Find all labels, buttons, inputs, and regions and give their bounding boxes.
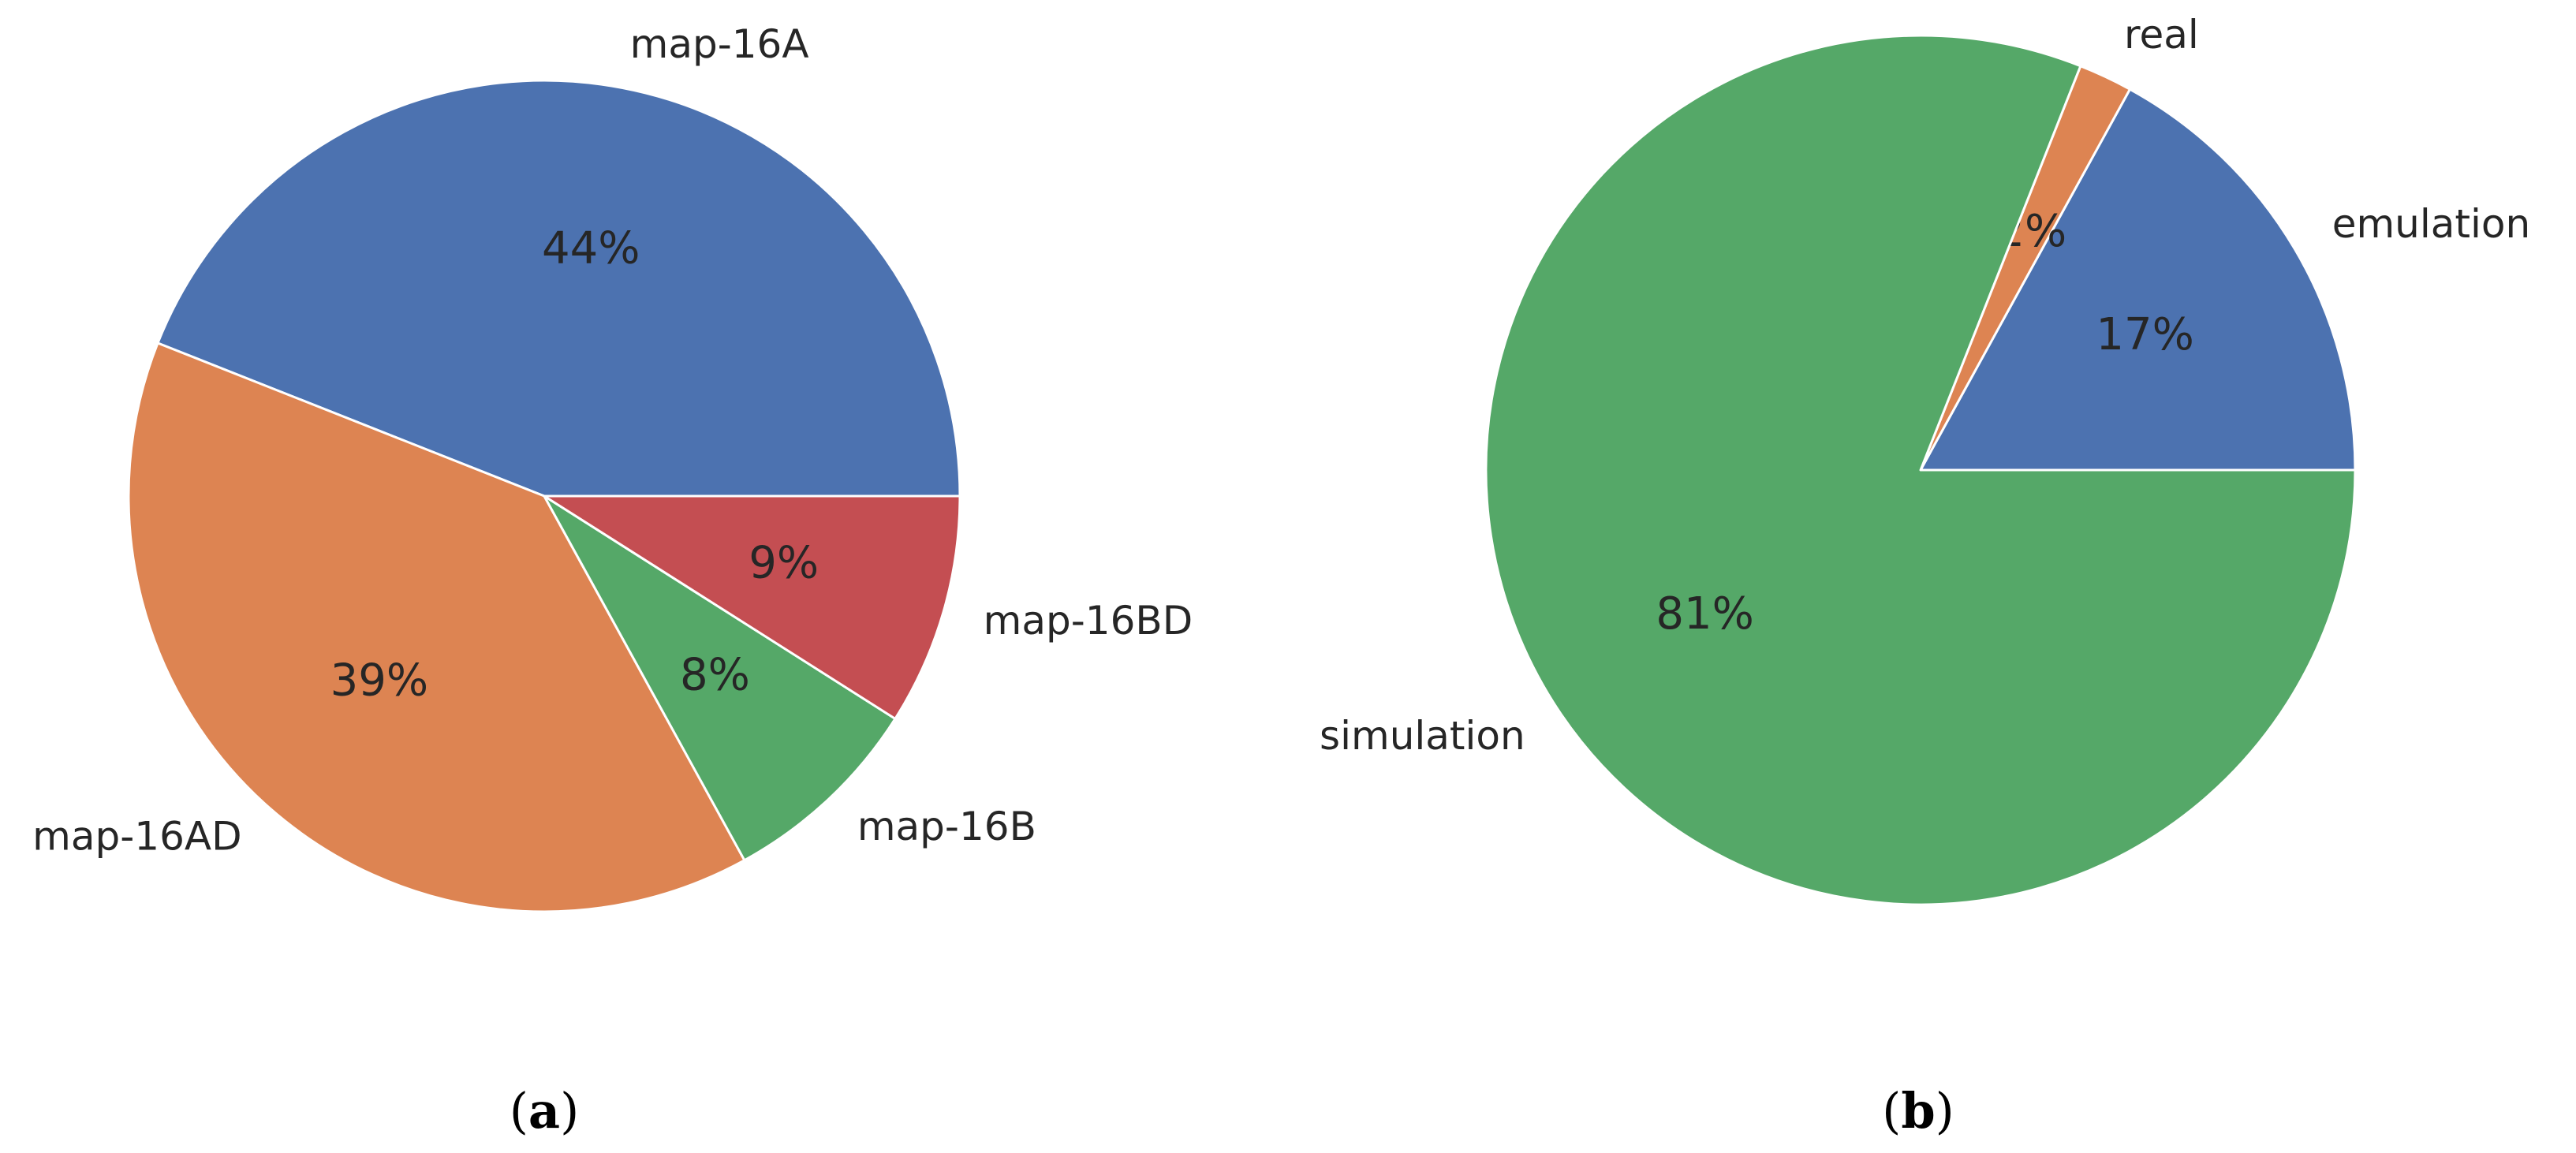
slice-label-real: real (2124, 12, 2199, 58)
pie-slice-simulation (1484, 34, 2357, 906)
slice-label-map-16A: map-16A (630, 21, 809, 67)
slice-label-map-16B: map-16B (857, 804, 1036, 849)
caption-a: (a) (510, 1082, 580, 1140)
slice-percent-map-16B: 8% (680, 650, 750, 701)
pie-slice-emulation (1919, 88, 2357, 472)
pie-slice-map-16B (543, 494, 897, 862)
slice-label-map-16BD: map-16BD (984, 598, 1193, 644)
pie-slice-map-16BD (543, 494, 961, 720)
slice-percent-map-16BD: 9% (749, 537, 819, 588)
pie-slice-map-16A (156, 79, 961, 498)
pie-slice-map-16AD (127, 341, 746, 913)
slice-percent-map-16A: 44% (542, 223, 640, 274)
slice-label-emulation: emulation (2332, 201, 2530, 247)
slice-percent-simulation: 81% (1656, 588, 1753, 640)
slice-percent-emulation: 17% (2096, 309, 2193, 360)
slice-percent-map-16AD: 39% (330, 655, 428, 706)
slice-label-simulation: simulation (1320, 713, 1525, 759)
caption-b: (b) (1882, 1082, 1954, 1140)
slice-label-map-16AD: map-16AD (32, 813, 241, 859)
pie-chart-a: map-16A 44% map-16AD 39% map-16B 8% map-16BD 9% (32, 21, 1193, 913)
